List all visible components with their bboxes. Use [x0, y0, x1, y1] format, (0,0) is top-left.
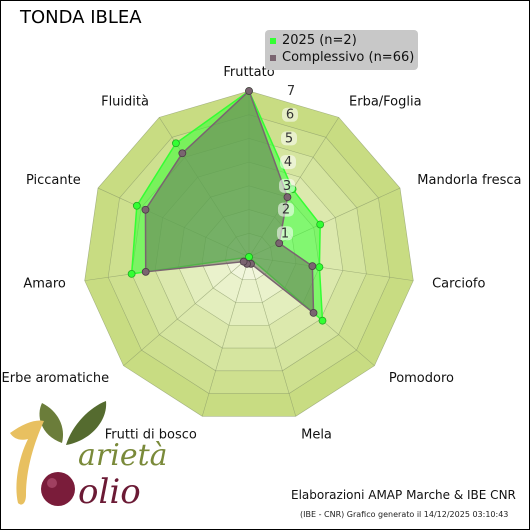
series-1-point-1 [283, 193, 292, 202]
series-0-point-3 [315, 263, 324, 272]
axis-label-erbe-aromatiche: Erbe aromatiche [2, 371, 110, 386]
logo-leaf-right [66, 401, 107, 445]
tick-label-3: 3 [283, 179, 291, 194]
radar-series [127, 87, 327, 325]
axis-label-frutti-di-bosco: Frutti di bosco [105, 428, 197, 443]
legend-item-complessivo: Complessivo (n=66) [270, 50, 414, 65]
legend: 2025 (n=2) Complessivo (n=66) [265, 30, 418, 70]
radar-axis-labels: Fruttato Erba/Foglia Mandorla fresca Carcio… [2, 65, 522, 443]
tick-label-6: 6 [286, 108, 294, 123]
series-1-point-4 [309, 309, 318, 317]
series-0-point-9 [132, 201, 141, 210]
axis-label-fruttato: Fruttato [223, 65, 274, 80]
chart-title: TONDA IBLEA [20, 7, 142, 28]
footer-timestamp: (IBE - CNR) Grafico generato il 14/12/20… [300, 510, 509, 519]
series-0-point-8 [127, 269, 136, 278]
tick-bg-3 [279, 178, 295, 193]
radar-tick-labels: 1 2 3 4 5 6 7 [277, 84, 299, 241]
tick-label-4: 4 [284, 155, 292, 170]
legend-swatch-complessivo [270, 54, 276, 61]
logo-olive [41, 472, 75, 506]
footer-credit: Elaborazioni AMAP Marche & IBE CNR [291, 488, 516, 502]
series-1-point-10 [178, 149, 187, 158]
varieta-olio-logo: arietà olio [10, 401, 168, 512]
tick-bg-6 [282, 107, 298, 122]
logo-leaf-left [39, 403, 64, 443]
logo-text-varieta: arietà [78, 438, 168, 473]
axis-label-pomodoro: Pomodoro [389, 371, 454, 386]
axis-label-mela: Mela [301, 428, 332, 443]
axis-label-mandorla-fresca: Mandorla fresca [417, 173, 521, 188]
legend-item-2025: 2025 (n=2) [270, 33, 357, 48]
axis-label-piccante: Piccante [26, 173, 81, 188]
legend-swatch-2025 [270, 37, 276, 44]
tick-bg-1 [277, 226, 293, 241]
series-1-point-0 [245, 87, 253, 95]
series-1-point-2 [275, 239, 284, 248]
series-1-point-3 [308, 262, 317, 271]
radar-ring-6 [107, 114, 391, 394]
legend-label-complessivo: Complessivo (n=66) [282, 50, 415, 65]
tick-bg-7 [283, 84, 299, 98]
tick-label-2: 2 [282, 203, 290, 218]
tick-label-7: 7 [287, 84, 295, 99]
tick-bg-2 [278, 202, 294, 217]
logo-text-olio: olio [78, 472, 141, 512]
axis-label-amaro: Amaro [23, 276, 66, 291]
series-0-point-2 [316, 220, 325, 229]
logo-olive-highlight [47, 478, 57, 488]
series-1-point-8 [141, 267, 150, 276]
radar-spoke-7 [123, 256, 250, 366]
axis-label-erba-foglia: Erba/Foglia [349, 94, 422, 109]
tick-label-1: 1 [281, 226, 289, 241]
series-1-point-7 [239, 257, 248, 266]
axis-label-carciofo: Carciofo [432, 276, 485, 291]
radar-ring-7 [84, 90, 414, 417]
tick-bg-5 [281, 131, 297, 146]
tick-bg-4 [280, 155, 296, 170]
axis-label-fluidit-: Fluidità [101, 94, 149, 109]
series-0-point-4 [318, 316, 327, 325]
tick-label-5: 5 [285, 131, 293, 146]
series-1-point-9 [141, 205, 150, 214]
series-0-point-10 [172, 139, 180, 148]
radar-spoke-5 [248, 256, 297, 417]
legend-label-2025: 2025 (n=2) [282, 33, 357, 48]
radar-spoke-6 [201, 256, 250, 417]
logo-number-one [10, 420, 44, 505]
